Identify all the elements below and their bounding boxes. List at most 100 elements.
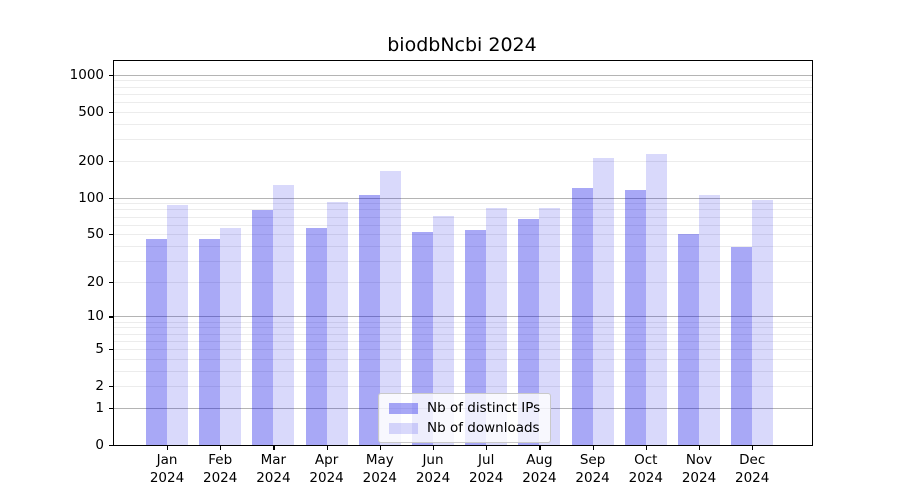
x-tick-year: 2024 (628, 469, 663, 486)
x-tick-year: 2024 (522, 469, 557, 486)
bar-downloads-dec (752, 200, 774, 445)
gridline-major (114, 74, 812, 76)
gridline-minor (114, 80, 812, 82)
bar-downloads-mar (273, 184, 295, 445)
bar-downloads-jul (486, 208, 508, 445)
bar-distinct-ips-jun (412, 232, 433, 445)
plot-area: Jan 2024 Feb 2024 Mar 2024 Apr 2024 May 2024 Jun 20… (70, 60, 813, 486)
bar-downloads-nov (699, 195, 720, 445)
x-tick-month: Aug (526, 452, 553, 468)
gridline-minor (114, 93, 812, 95)
gridline-minor (114, 370, 812, 372)
gridline-minor (114, 358, 812, 360)
gridline-minor (114, 260, 812, 262)
x-tick-label-sep: Sep 2024 (561, 452, 625, 487)
chart-title: biodbNcbi 2024 (387, 34, 537, 56)
gridline-minor (114, 340, 812, 342)
x-tick-label-mar: Mar 2024 (241, 452, 305, 487)
x-tick-year: 2024 (469, 469, 504, 486)
x-tick-year: 2024 (203, 469, 238, 486)
legend-row-downloads: Nb of downloads (389, 420, 540, 436)
gridline-minor (114, 281, 812, 283)
x-tick-label-feb: Feb 2024 (188, 452, 252, 487)
gridline-minor (114, 203, 812, 205)
x-tick-year: 2024 (256, 469, 291, 486)
x-tick-jun (433, 446, 435, 450)
x-tick-sep (592, 446, 594, 450)
bar-distinct-ips-oct (624, 189, 646, 445)
y-tick-label-10: 10 (86, 308, 104, 325)
gridline-major (114, 197, 812, 199)
y-tick-label-50: 50 (86, 226, 104, 243)
y-tick-5 (109, 348, 113, 351)
gridline-minor (114, 86, 812, 88)
x-tick-year: 2024 (575, 469, 610, 486)
gridline-minor (114, 123, 812, 125)
y-tick-label-500: 500 (78, 103, 104, 120)
x-tick-month: Apr (314, 452, 339, 468)
y-tick-label-5: 5 (95, 340, 104, 357)
x-tick-year: 2024 (362, 469, 397, 486)
gridline-minor (114, 111, 812, 113)
x-tick-month: Mar (260, 452, 287, 468)
x-tick-year: 2024 (735, 469, 770, 486)
y-tick-1 (109, 407, 113, 410)
gridline-minor (114, 327, 812, 329)
gridline-minor (114, 245, 812, 247)
bar-distinct-ips-mar (252, 209, 274, 445)
x-tick-label-jul: Jul 2024 (454, 452, 518, 487)
gridline-minor (114, 321, 812, 323)
gridline-minor (114, 139, 812, 141)
bar-downloads-aug (539, 207, 561, 445)
gridline-major (114, 316, 812, 318)
x-tick-label-apr: Apr 2024 (295, 452, 359, 487)
x-tick-label-nov: Nov 2024 (667, 452, 731, 487)
y-tick-2 (109, 386, 113, 388)
gridline-minor (114, 333, 812, 335)
bar-downloads-apr (326, 201, 348, 445)
x-tick-year: 2024 (681, 469, 717, 486)
bar-downloads-jun (433, 215, 454, 445)
legend-swatch-downloads (389, 422, 418, 434)
y-tick-100 (109, 197, 113, 199)
bar-distinct-ips-apr (305, 228, 327, 445)
bar-distinct-ips-jul (465, 230, 487, 445)
x-tick-month: Feb (208, 452, 233, 468)
y-tick-label-1000: 1000 (69, 66, 104, 83)
x-tick-year: 2024 (309, 469, 344, 486)
y-tick-label-100: 100 (78, 189, 104, 206)
bar-downloads-oct (645, 153, 667, 445)
x-tick-label-dec: Dec 2024 (720, 452, 784, 487)
y-tick-20 (109, 281, 113, 284)
y-tick-1000 (109, 74, 113, 76)
bar-distinct-ips-jan (146, 238, 167, 445)
gridline-minor (114, 160, 812, 162)
x-tick-month: Dec (739, 452, 766, 468)
bar-downloads-feb (220, 228, 242, 445)
y-tick-200 (109, 160, 113, 162)
x-tick-label-jun: Jun 2024 (401, 452, 465, 487)
legend-label-distinct-ips: Nb of distinct IPs (427, 400, 541, 416)
gridline-minor (114, 216, 812, 218)
bar-distinct-ips-aug (518, 218, 540, 445)
x-tick-may (379, 446, 381, 450)
x-tick-label-may: May 2024 (348, 452, 412, 487)
bar-distinct-ips-feb (199, 238, 221, 445)
x-tick-month: Sep (579, 452, 606, 468)
x-tick-nov (699, 446, 701, 450)
gridline-minor (114, 386, 812, 388)
x-tick-month: May (365, 452, 394, 468)
y-tick-label-200: 200 (78, 152, 104, 169)
gridline-minor (114, 224, 812, 226)
bar-downloads-sep (592, 157, 614, 445)
y-tick-500 (109, 111, 113, 114)
x-tick-month: Jan (156, 452, 178, 468)
y-tick-label-0: 0 (95, 437, 104, 453)
y-tick-0 (109, 445, 113, 447)
legend-swatch-distinct-ips (389, 402, 418, 414)
y-tick-label-1: 1 (95, 399, 104, 416)
x-tick-year: 2024 (415, 469, 451, 486)
legend-row-distinct-ips: Nb of distinct IPs (389, 400, 540, 416)
x-tick-label-aug: Aug 2024 (507, 452, 571, 487)
